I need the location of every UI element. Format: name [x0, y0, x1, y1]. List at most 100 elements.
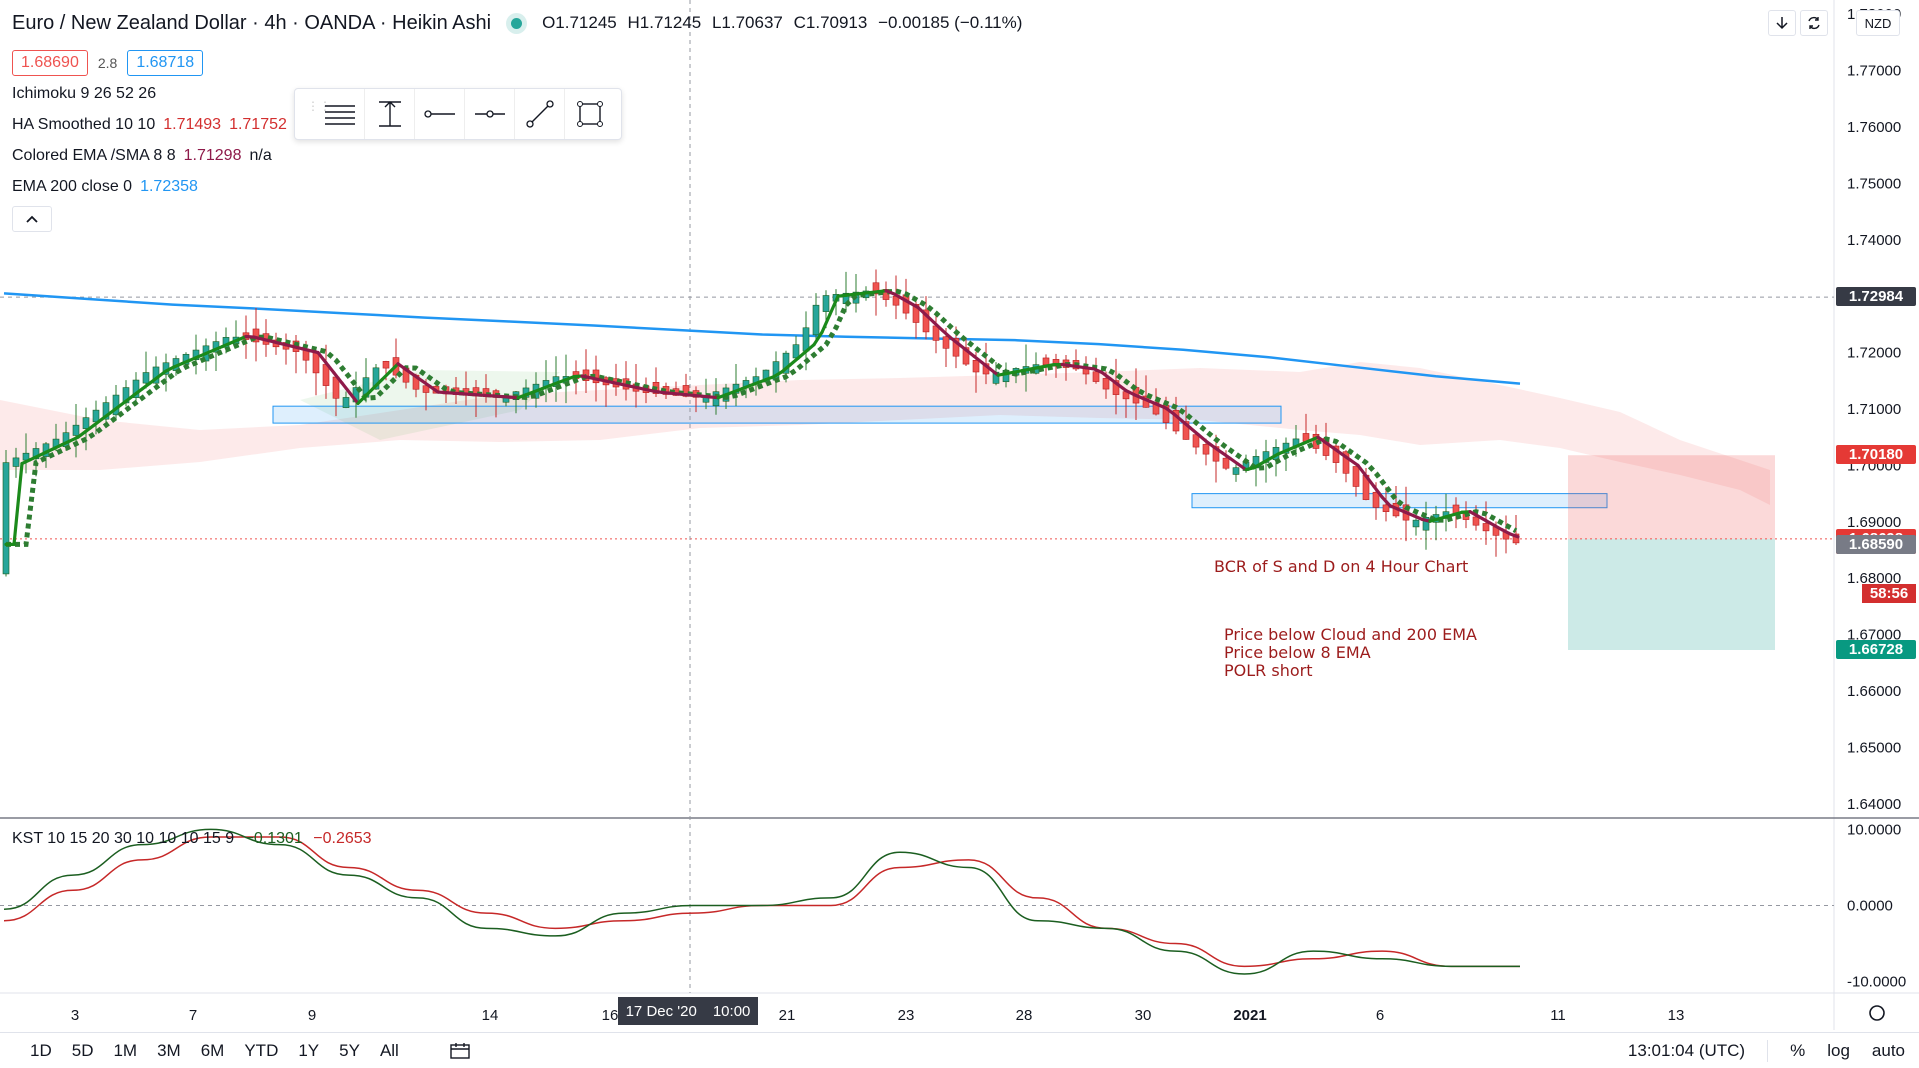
ema-8-segment: [84, 423, 96, 433]
ema-8-segment: [100, 411, 112, 421]
refresh-button[interactable]: [1800, 10, 1828, 36]
collapse-legend-button[interactable]: [12, 206, 52, 232]
indicator-legend-row[interactable]: Colored EMA /SMA 8 8 1.71298 n/a: [12, 147, 1028, 169]
price-tick-label: 1.65000: [1847, 739, 1901, 756]
candle-body: [942, 336, 950, 349]
candle-body: [1352, 466, 1360, 487]
ema-8-segment: [956, 341, 968, 352]
time-tick-label: 2021: [1233, 1007, 1266, 1024]
ema-8-segment: [1508, 532, 1520, 539]
timeframe-all[interactable]: All: [379, 1040, 399, 1060]
bcr-annotation[interactable]: BCR of S and D on 4 Hour Chart: [1214, 557, 1469, 576]
timeframe-3m[interactable]: 3M: [157, 1040, 181, 1060]
ema-8-segment: [916, 305, 928, 317]
ha-smoothed-line: [6, 288, 1518, 547]
download-button[interactable]: [1768, 10, 1796, 36]
symbol-title[interactable]: Euro / New Zealand Dollar · 4h · OANDA ·…: [12, 11, 492, 34]
candle-body: [812, 304, 820, 336]
ema-8-segment: [1332, 446, 1344, 456]
time-tick-label: 9: [308, 1007, 316, 1024]
analysis-notes[interactable]: Price below Cloud and 200 EMA Price belo…: [1224, 625, 1477, 680]
ema-8-segment: [420, 379, 432, 389]
candle-body: [1332, 445, 1340, 463]
ray-tool[interactable]: [415, 89, 465, 139]
drag-handle-icon[interactable]: ⋮⋮: [307, 99, 331, 113]
ema-8-segment: [812, 330, 824, 347]
timeframe-5y[interactable]: 5Y: [339, 1040, 360, 1060]
ema-8-segment: [988, 367, 1000, 377]
ema-8-segment: [92, 417, 104, 427]
indicator-legend-row[interactable]: HA Smoothed 10 10 1.71493 1.71752: [12, 116, 1028, 138]
timeframe-1y[interactable]: 1Y: [298, 1040, 320, 1060]
time-tick-label: 14: [482, 1007, 499, 1024]
ema-8-segment: [972, 354, 984, 365]
candle-body: [1222, 457, 1230, 469]
horizontal-line-tool[interactable]: [465, 89, 515, 139]
timeframe-5d[interactable]: 5D: [71, 1040, 94, 1060]
indicator-value: 1.71493: [163, 116, 222, 133]
take-profit-zone: [1568, 538, 1775, 650]
rectangle-tool[interactable]: [565, 89, 615, 139]
timeframe-ytd[interactable]: YTD: [244, 1040, 279, 1060]
timeframe-6m[interactable]: 6M: [200, 1040, 225, 1060]
candle-body: [1512, 533, 1520, 544]
ema-8-segment: [12, 461, 24, 546]
candle-body: [1482, 523, 1490, 532]
kst-label[interactable]: KST 10 15 20 30 10 10 10 15 9: [12, 830, 235, 847]
price-tick-label: 1.67000: [1847, 627, 1901, 644]
clock[interactable]: 13:01:04 (UTC): [1627, 1040, 1746, 1060]
indicator-name: Ichimoku 9 26 52 26: [12, 85, 157, 102]
timeframe-1d[interactable]: 1D: [30, 1040, 52, 1060]
candle-body: [1412, 519, 1420, 528]
indicator-value: 1.72358: [140, 178, 198, 195]
candle-body: [922, 309, 930, 333]
price-tick-label: 1.64000: [1847, 796, 1901, 813]
auto-toggle[interactable]: auto: [1871, 1040, 1905, 1060]
currency-button[interactable]: NZD: [1856, 10, 1900, 36]
indicator-legend-row[interactable]: EMA 200 close 0 1.72358: [12, 178, 1028, 200]
time-tick-label: 21: [779, 1007, 796, 1024]
ask-button[interactable]: 1.68718: [127, 50, 204, 76]
candle-body: [972, 359, 980, 373]
kst-signal-value: −0.2653: [313, 830, 372, 847]
arrow-down-icon: [1776, 17, 1788, 30]
ema-8-segment: [396, 362, 408, 372]
market-open-indicator: [511, 17, 523, 29]
indicator-name: EMA 200 close 0: [12, 178, 133, 195]
trend-line-tool[interactable]: [515, 89, 565, 139]
horizontal-lines-tool[interactable]: [315, 89, 365, 139]
price-range-tool[interactable]: [365, 89, 415, 139]
ema-8-segment: [1164, 406, 1176, 416]
crosshair-date: 17 Dec '20: [625, 1002, 697, 1020]
percent-toggle[interactable]: %: [1790, 1040, 1806, 1060]
go-to-date-icon[interactable]: [449, 1042, 473, 1060]
candle-body: [82, 417, 90, 429]
time-tick-label: 3: [71, 1007, 79, 1024]
candle-body: [872, 282, 880, 295]
ema-8-segment: [348, 391, 360, 405]
indicator-value: 1.71752: [229, 116, 287, 133]
divider: [1767, 1039, 1769, 1062]
time-tick-label: 30: [1135, 1007, 1152, 1024]
candle-body: [1342, 451, 1350, 474]
log-toggle[interactable]: log: [1827, 1040, 1850, 1060]
bid-button[interactable]: 1.68690: [12, 50, 88, 76]
indicator-legend-row[interactable]: Ichimoku 9 26 52 26: [12, 85, 1028, 107]
support-zone-1: [272, 405, 1282, 424]
ema-8-segment: [1228, 456, 1240, 466]
ema-8-segment: [948, 335, 960, 346]
kst-tick-label: -10.0000: [1847, 974, 1906, 991]
timeframe-1m[interactable]: 1M: [113, 1040, 138, 1060]
ema-8-segment: [1220, 451, 1232, 460]
ema-8-segment: [364, 385, 376, 398]
kst-tick-label: 10.0000: [1847, 821, 1901, 838]
ema-8-segment: [1380, 495, 1392, 508]
candle-body: [792, 344, 800, 359]
price-tag: 1.66728: [1836, 639, 1916, 659]
kst-tick-label: 0.0000: [1847, 898, 1893, 915]
candle-body: [1422, 517, 1430, 531]
ema-8-segment: [940, 328, 952, 339]
time-tick-label: 28: [1016, 1007, 1033, 1024]
price-tick-label: 1.77000: [1847, 63, 1901, 80]
